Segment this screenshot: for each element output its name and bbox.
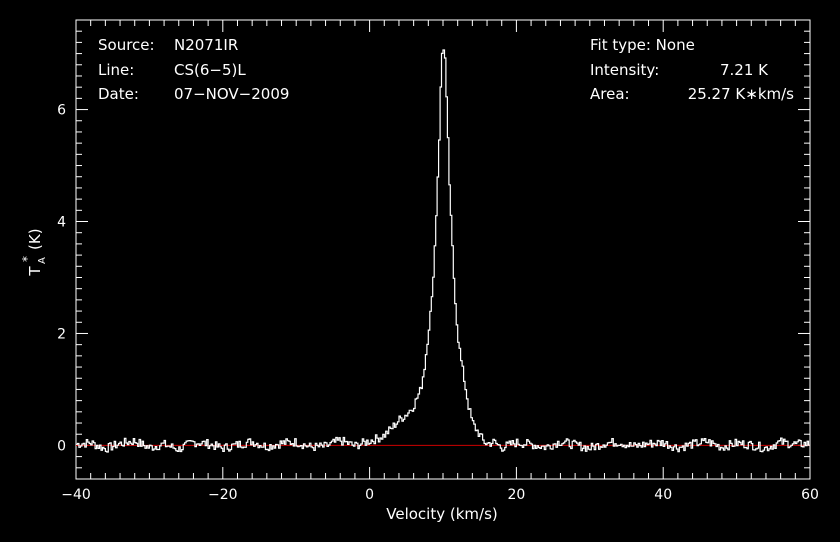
x-axis-label: Velocity (km/s) <box>386 505 497 523</box>
date-label: Date: <box>98 85 139 103</box>
fit-type: Fit type: None <box>590 36 695 54</box>
source-value: N2071IR <box>174 36 238 54</box>
y-axis-label-unit: (K) <box>26 228 44 250</box>
area-value: 25.27 K∗km/s <box>688 85 794 103</box>
source-label: Source: <box>98 36 155 54</box>
area-label: Area: <box>590 85 630 103</box>
y-axis-label: T A * (K) <box>20 228 48 276</box>
x-tick-label: 60 <box>801 487 819 503</box>
y-axis-label-sub: A <box>37 257 48 264</box>
y-tick-label: 2 <box>57 326 66 342</box>
axis-ticks <box>75 19 811 479</box>
date-value: 07−NOV−2009 <box>174 85 289 103</box>
x-tick-label: −20 <box>208 487 238 503</box>
y-tick-label: 4 <box>57 215 66 231</box>
x-tick-label: 40 <box>654 487 672 503</box>
x-tick-label: 0 <box>365 487 374 503</box>
tick-labels: −40 −20 0 20 40 60 0 2 4 6 <box>57 103 819 503</box>
spectrum-line <box>76 49 810 453</box>
y-axis-label-sup: * <box>20 256 34 262</box>
intensity-label: Intensity: <box>590 61 659 79</box>
line-label: Line: <box>98 61 134 79</box>
x-tick-label: −40 <box>61 487 91 503</box>
y-tick-label: 6 <box>57 103 66 119</box>
intensity-value: 7.21 K <box>720 61 769 79</box>
line-value: CS(6−5)L <box>174 61 246 79</box>
y-axis-label-main: T <box>26 266 44 277</box>
x-tick-label: 20 <box>507 487 525 503</box>
y-tick-label: 0 <box>57 438 66 454</box>
